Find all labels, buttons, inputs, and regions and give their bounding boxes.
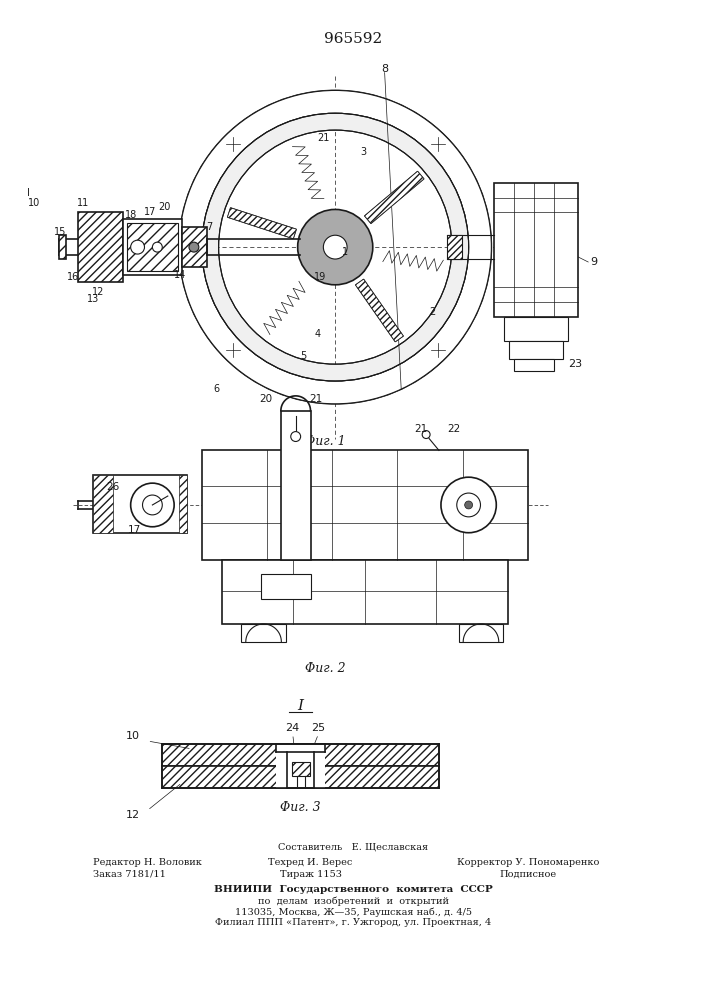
Text: 26: 26 — [106, 482, 119, 492]
Wedge shape — [179, 90, 491, 404]
Polygon shape — [228, 208, 296, 239]
Text: 25: 25 — [311, 723, 325, 733]
Text: Φиг. 2: Φиг. 2 — [305, 662, 346, 675]
Circle shape — [189, 242, 199, 252]
Circle shape — [457, 493, 481, 517]
Text: Составитель   Е. Щеславская: Составитель Е. Щеславская — [278, 842, 428, 851]
Text: 20: 20 — [259, 394, 273, 404]
Text: 4: 4 — [315, 329, 320, 339]
Text: 10: 10 — [28, 198, 40, 208]
Polygon shape — [356, 279, 403, 342]
Text: 23: 23 — [568, 359, 583, 369]
Circle shape — [422, 431, 430, 439]
Text: Филиал ППП «Патент», г. Ужгород, ул. Проектная, 4: Филиал ППП «Патент», г. Ужгород, ул. Про… — [215, 918, 491, 927]
Text: I: I — [298, 699, 303, 713]
Text: 21: 21 — [309, 394, 322, 404]
Text: 6: 6 — [214, 384, 220, 394]
Text: 22: 22 — [448, 424, 460, 434]
Bar — [93, 475, 187, 533]
Bar — [93, 475, 113, 533]
Bar — [179, 475, 187, 533]
Text: 20: 20 — [158, 202, 170, 212]
Bar — [276, 744, 325, 788]
Bar — [201, 450, 528, 560]
Text: Редактор Н. Воловик: Редактор Н. Воловик — [93, 858, 202, 867]
Bar — [261, 574, 310, 599]
Circle shape — [441, 477, 496, 533]
Text: 11: 11 — [77, 198, 89, 208]
Circle shape — [464, 501, 472, 509]
Polygon shape — [365, 171, 424, 224]
Text: 24: 24 — [286, 723, 300, 733]
Text: 1: 1 — [342, 247, 348, 257]
Circle shape — [153, 242, 163, 252]
Bar — [281, 411, 310, 560]
Text: по  делам  изобретений  и  открытий: по делам изобретений и открытий — [257, 897, 448, 906]
Bar — [123, 219, 182, 275]
Text: I: I — [28, 188, 30, 198]
Text: 17: 17 — [144, 207, 157, 217]
Text: Φиг. 3: Φиг. 3 — [280, 801, 321, 814]
Text: 16: 16 — [67, 272, 79, 282]
Bar — [509, 341, 563, 359]
Circle shape — [179, 90, 491, 404]
Bar — [504, 317, 568, 341]
Text: 14: 14 — [174, 270, 186, 280]
Text: 21: 21 — [414, 424, 428, 434]
Text: 12: 12 — [92, 287, 104, 297]
Bar — [182, 227, 206, 267]
Text: 21: 21 — [317, 133, 329, 143]
Text: Корректор У. Пономаренко: Корректор У. Пономаренко — [457, 858, 599, 867]
Wedge shape — [201, 113, 469, 381]
Bar — [163, 744, 439, 766]
Text: ВНИИПИ  Государственного  комитета  СССР: ВНИИПИ Государственного комитета СССР — [214, 885, 492, 894]
Circle shape — [298, 209, 373, 285]
Circle shape — [131, 240, 144, 254]
Polygon shape — [228, 208, 296, 239]
Bar — [494, 183, 578, 317]
Bar — [163, 766, 439, 788]
Bar — [292, 762, 310, 776]
Bar — [221, 560, 508, 624]
Text: Заказ 7181/11: Заказ 7181/11 — [93, 870, 166, 879]
Circle shape — [291, 432, 300, 441]
Text: 15: 15 — [54, 227, 66, 237]
Polygon shape — [356, 279, 403, 342]
Text: 10: 10 — [126, 731, 140, 741]
Text: Подписное: Подписное — [499, 870, 556, 879]
Circle shape — [143, 495, 163, 515]
Text: 8: 8 — [381, 64, 388, 74]
Circle shape — [131, 483, 174, 527]
Bar — [127, 223, 178, 271]
Bar — [447, 235, 462, 259]
Polygon shape — [365, 171, 424, 224]
Text: 17: 17 — [128, 525, 141, 535]
Bar — [59, 235, 66, 259]
Bar — [514, 359, 554, 371]
Bar — [241, 624, 286, 642]
Text: 965592: 965592 — [324, 32, 382, 46]
Text: 9: 9 — [590, 257, 597, 267]
Bar — [459, 624, 503, 642]
Text: 12: 12 — [126, 810, 140, 820]
Text: 5: 5 — [300, 351, 307, 361]
Text: 3: 3 — [360, 147, 366, 157]
Text: Техред И. Верес: Техред И. Верес — [269, 858, 353, 867]
Text: Тираж 1153: Тираж 1153 — [279, 870, 341, 879]
Circle shape — [323, 235, 347, 259]
Text: 2: 2 — [429, 307, 436, 317]
Text: 18: 18 — [124, 210, 136, 220]
Text: 13: 13 — [87, 294, 99, 304]
Bar — [78, 212, 123, 282]
Text: Φиг. 1: Φиг. 1 — [305, 435, 346, 448]
Text: 7: 7 — [206, 222, 213, 232]
Text: 19: 19 — [315, 272, 327, 282]
Text: 113035, Москва, Ж—35, Раушская наб., д. 4/5: 113035, Москва, Ж—35, Раушская наб., д. … — [235, 908, 472, 917]
